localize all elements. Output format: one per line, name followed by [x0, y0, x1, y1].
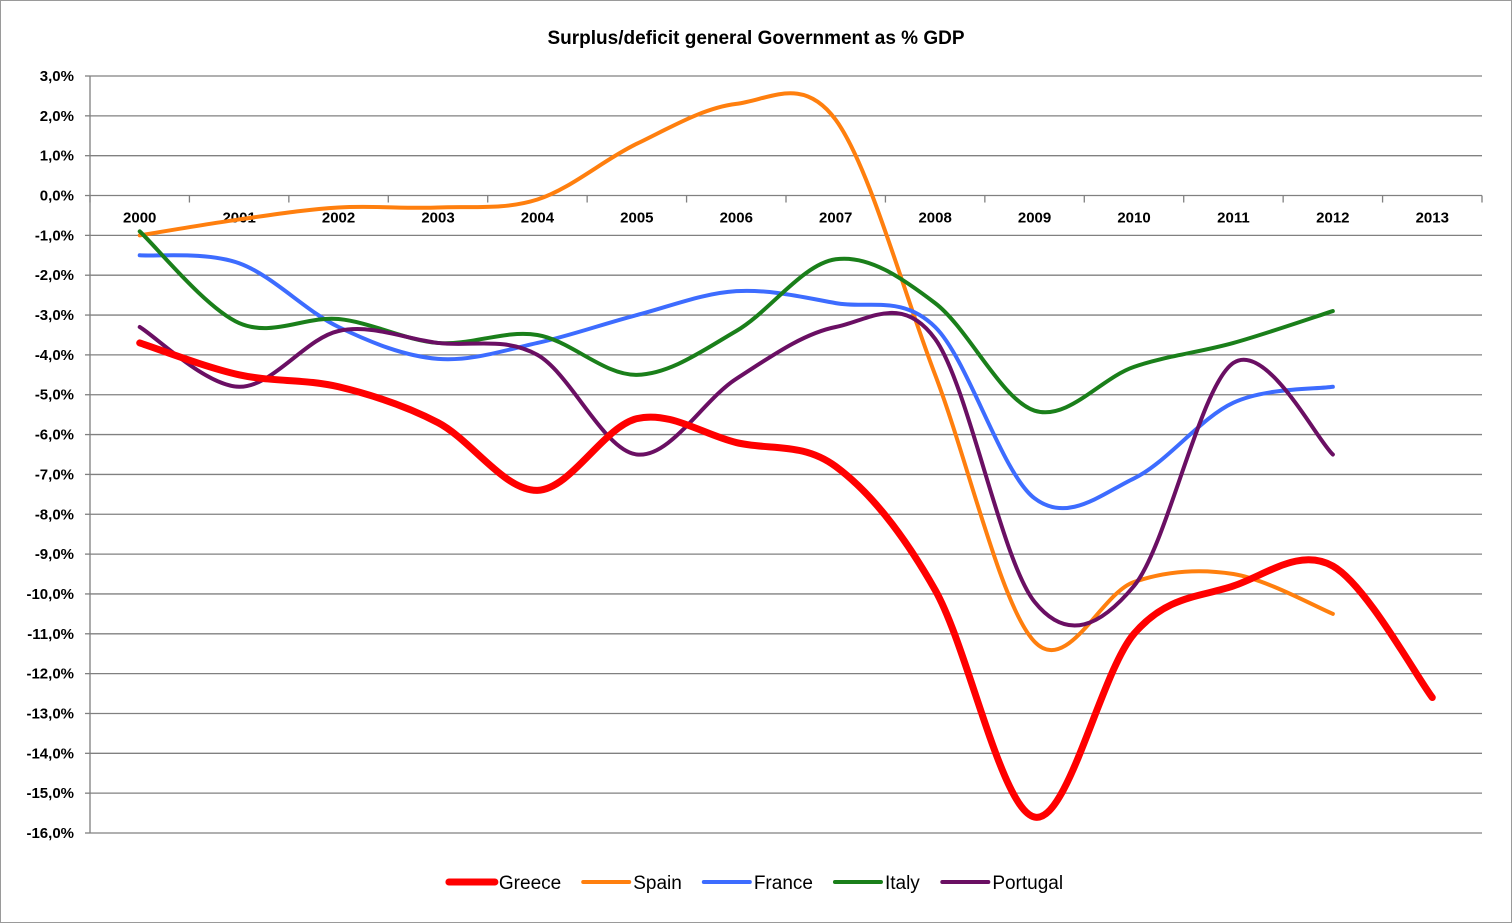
y-tick-label: 3,0%: [40, 68, 74, 85]
y-tick-label: -8,0%: [35, 506, 74, 523]
x-tick-label: 2004: [521, 210, 555, 227]
y-tick-label: -6,0%: [35, 427, 74, 444]
x-tick-label: 2009: [1018, 210, 1051, 227]
y-tick-label: -12,0%: [26, 666, 74, 683]
y-tick-label: -9,0%: [35, 546, 74, 563]
x-tick-label: 2012: [1316, 210, 1349, 227]
x-tick-label: 2007: [819, 210, 852, 227]
legend-label-france: France: [754, 873, 813, 894]
y-tick-label: -2,0%: [35, 267, 74, 284]
y-tick-label: 0,0%: [40, 188, 74, 205]
y-tick-label: -16,0%: [26, 825, 74, 842]
series-line-spain: [137, 91, 1335, 652]
x-tick-label: 2013: [1416, 210, 1449, 227]
chart-title: Surplus/deficit general Government as % …: [547, 28, 964, 49]
y-axis-ticks: 3,0% 2,0% 1,0% 0,0% -1,0% -2,0% -3,0% -4,0% -5,0…: [26, 68, 74, 842]
y-tick-label: -1,0%: [35, 227, 74, 244]
y-tick-label: -10,0%: [26, 586, 74, 603]
y-tick-label: -3,0%: [35, 307, 74, 324]
y-tick-label: 1,0%: [40, 148, 74, 165]
y-tick-label: -4,0%: [35, 347, 74, 364]
series-line-greece: [136, 339, 1436, 821]
legend-label-greece: Greece: [499, 873, 561, 894]
x-axis-ticks: 2000 2001 2002 2003 2004 2005 2006 2007 2008 2009…: [123, 210, 1449, 227]
series-lines: [136, 91, 1436, 821]
x-tick-label: 2006: [720, 210, 753, 227]
x-tick-label: 2011: [1217, 210, 1250, 227]
legend: Greece Spain France Italy Portugal: [445, 873, 1063, 894]
series-line-portugal: [137, 310, 1335, 628]
x-tick-label: 2002: [322, 210, 355, 227]
series-line-italy: [137, 229, 1335, 415]
y-tick-label: 2,0%: [40, 108, 74, 125]
legend-label-spain: Spain: [633, 873, 682, 894]
y-tick-label: -13,0%: [26, 705, 74, 722]
x-tick-label: 2010: [1117, 210, 1150, 227]
gridlines: [85, 75, 1483, 834]
y-tick-label: -14,0%: [26, 745, 74, 762]
x-tick-label: 2005: [620, 210, 653, 227]
y-tick-label: -11,0%: [27, 626, 74, 643]
y-tick-label: -15,0%: [26, 785, 74, 802]
y-tick-label: -5,0%: [35, 387, 74, 404]
series-line-france: [137, 253, 1335, 511]
x-tick-label: 2008: [918, 210, 951, 227]
legend-label-italy: Italy: [885, 873, 920, 894]
x-tick-label: 2003: [421, 210, 454, 227]
y-tick-label: -7,0%: [35, 466, 74, 483]
legend-label-portugal: Portugal: [992, 873, 1063, 894]
x-tick-label: 2000: [123, 210, 156, 227]
